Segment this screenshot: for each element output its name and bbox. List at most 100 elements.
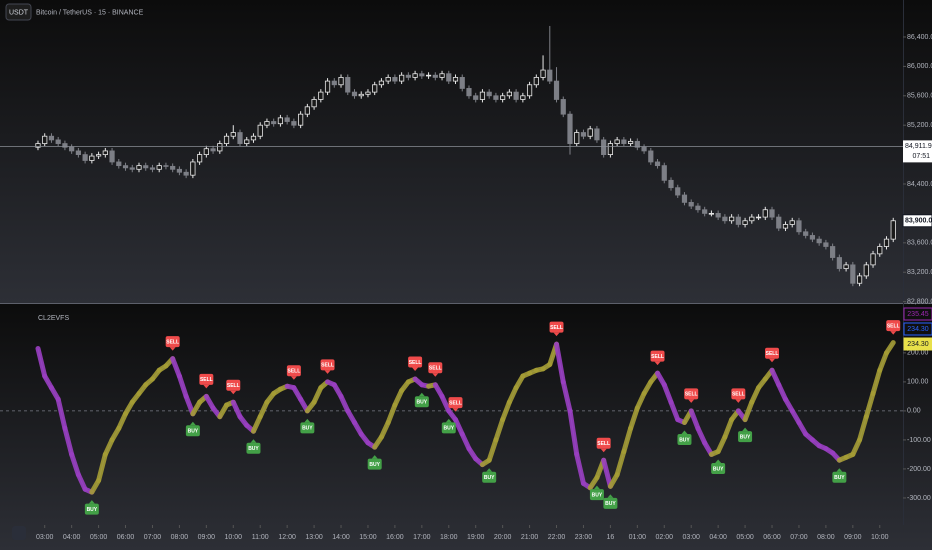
candle-body: [318, 91, 324, 100]
candle-body: [668, 179, 674, 189]
candle-body: [634, 140, 640, 148]
oscillator-segment: [715, 434, 728, 455]
buy-marker: [300, 422, 315, 434]
candle-body: [190, 161, 196, 176]
x-tick-label: 01:00: [629, 534, 647, 541]
price-tag-label: 83,900.00: [905, 218, 932, 225]
candle-body: [883, 238, 890, 247]
candle-body: [749, 216, 755, 222]
oscillator-segment: [722, 417, 735, 440]
buy-marker: [832, 471, 847, 483]
buy-pointer: [486, 468, 493, 472]
oscillator-segment: [554, 341, 566, 385]
candle-body: [452, 77, 459, 82]
oscillator-segment: [55, 396, 68, 431]
sell-label: SELL: [429, 366, 442, 372]
x-tick-label: 03:00: [36, 534, 54, 541]
buy-label: BUY: [443, 426, 454, 432]
buy-signal: BUY: [441, 418, 456, 434]
sell-marker: [165, 336, 180, 348]
last-value-tag: [903, 322, 932, 336]
candle-body: [688, 201, 694, 207]
y-tick-label: 100.00: [907, 379, 929, 386]
currency-button[interactable]: [5, 3, 32, 21]
oscillator-segment: [170, 356, 182, 379]
candle-body: [621, 139, 627, 144]
candle-body: [156, 165, 162, 170]
oscillator-segment: [311, 385, 324, 405]
candle-body: [75, 150, 81, 156]
candle-body: [830, 246, 836, 258]
buy-marker: [185, 425, 200, 437]
candle-body: [850, 264, 856, 284]
sell-signal: SELL: [731, 388, 746, 403]
oscillator-segment: [574, 451, 586, 486]
candle-body: [648, 150, 654, 163]
candle-body: [823, 242, 829, 247]
sell-pointer: [169, 347, 176, 351]
sell-marker: [731, 388, 746, 400]
candle-body: [210, 148, 216, 152]
candle-body: [486, 91, 492, 97]
x-tick-label: 16: [606, 534, 614, 541]
y-tick-label: 82,800.00: [907, 298, 932, 305]
sell-signal: SELL: [684, 388, 699, 403]
oscillator-segment: [506, 385, 519, 405]
candle-body: [513, 91, 519, 100]
buy-signal: BUY: [711, 459, 726, 475]
x-tick-label: 15:00: [359, 534, 377, 541]
sell-signal: SELL: [596, 437, 611, 453]
candle-body: [809, 235, 816, 240]
oscillator-segment: [850, 437, 863, 457]
candle-body: [42, 135, 48, 144]
logo-icon[interactable]: [12, 526, 26, 540]
x-tick-label: 16:00: [386, 534, 404, 541]
candle-body: [412, 73, 418, 78]
candle-body: [796, 220, 802, 233]
candle-body: [479, 91, 486, 100]
candle-body: [183, 171, 189, 176]
sell-label: SELL: [227, 383, 240, 389]
candle-body: [122, 165, 129, 169]
candle-body: [291, 121, 297, 126]
oscillator-segment: [250, 414, 263, 434]
sell-signal: SELL: [286, 365, 301, 380]
sell-label: SELL: [732, 392, 745, 398]
buy-pointer: [742, 427, 749, 432]
oscillator-segment: [661, 382, 674, 405]
sell-label: SELL: [887, 323, 900, 329]
candle-body: [567, 113, 573, 144]
candle-body: [170, 165, 176, 170]
oscillator-segment: [884, 340, 896, 356]
candle-body: [520, 95, 526, 100]
buy-label: BUY: [679, 437, 690, 443]
buy-label: BUY: [605, 501, 616, 507]
candle-body: [129, 167, 135, 170]
sell-label: SELL: [321, 363, 334, 369]
oscillator-segment: [877, 350, 890, 373]
x-tick-label: 11:00: [252, 534, 269, 541]
oscillator-segment: [560, 379, 573, 414]
buy-label: BUY: [417, 400, 428, 406]
candle-body: [614, 139, 620, 144]
oscillator-segment: [35, 346, 48, 379]
sell-signal: SELL: [199, 373, 214, 389]
buy-signal: BUY: [300, 418, 315, 434]
sell-marker: [226, 379, 241, 391]
candle-body: [399, 74, 405, 82]
candle-body: [230, 132, 236, 137]
candle-body: [311, 99, 317, 108]
oscillator-segment: [695, 425, 708, 446]
oscillator-segment: [62, 425, 75, 457]
candle-body: [69, 146, 75, 152]
oscillator-pane: [0, 304, 932, 550]
y-tick-label: -300.00: [907, 495, 931, 502]
oscillator-segment: [634, 390, 647, 411]
sell-marker: [320, 359, 335, 371]
buy-label: BUY: [87, 507, 98, 513]
sell-marker: [684, 388, 699, 400]
candle-body: [729, 216, 735, 222]
candle-body: [223, 135, 230, 144]
oscillator-segment: [338, 393, 351, 414]
candle-body: [365, 91, 371, 95]
